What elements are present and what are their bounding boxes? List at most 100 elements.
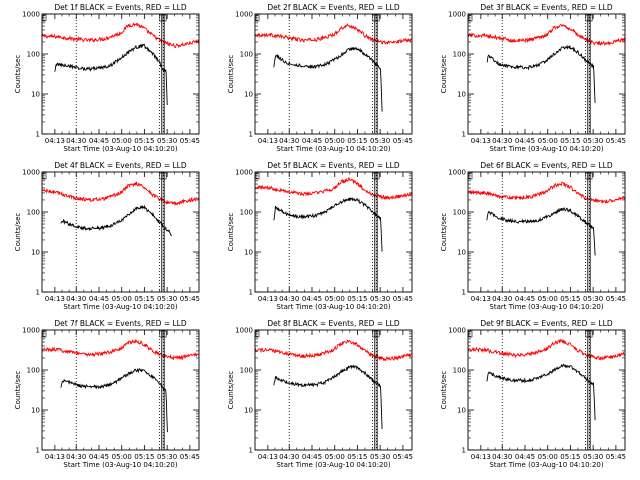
y-tick-label: 100 — [453, 51, 466, 59]
series-line-lld — [468, 23, 625, 46]
marker-flag — [587, 14, 593, 22]
x-tick-label: 04:30 — [66, 453, 86, 461]
x-tick-label: 04:45 — [89, 137, 109, 145]
x-tick-label: 04:45 — [302, 137, 322, 145]
marker-flag — [585, 14, 591, 22]
x-tick-label: 04:30 — [279, 295, 299, 303]
detector-panel-8: Det 8f BLACK = Events, RED = LLD 1 10 100 10… — [227, 319, 413, 469]
y-tick-label: 10 — [244, 249, 253, 257]
x-tick-label: 04:45 — [89, 295, 109, 303]
detector-panel-1: Det 1f BLACK = Events, RED = LLD 1 10 100 10… — [14, 3, 200, 153]
y-tick-label: 1 — [249, 131, 253, 139]
y-axis-label: Counts/sec — [440, 55, 448, 94]
marker-flag — [159, 172, 165, 180]
y-tick-label: 1000 — [235, 11, 253, 19]
y-tick-label: 1 — [36, 289, 40, 297]
x-tick-label: 05:45 — [180, 453, 200, 461]
x-axis-label: Start Time (03-Aug-10 04:10:20) — [63, 303, 177, 311]
marker-flag — [372, 330, 378, 338]
series-line-lld — [255, 23, 412, 45]
x-tick-label: 04:13 — [258, 295, 278, 303]
x-tick-label: 04:13 — [45, 137, 65, 145]
marker-flag — [372, 14, 378, 22]
x-tick-label: 05:45 — [393, 453, 413, 461]
y-tick-label: 1000 — [448, 11, 466, 19]
y-tick-label: 1 — [249, 289, 253, 297]
x-tick-label: 04:13 — [258, 453, 278, 461]
x-tick-label: 04:45 — [302, 295, 322, 303]
x-axis-label: Start Time (03-Aug-10 04:10:20) — [276, 461, 390, 469]
y-tick-label: 10 — [457, 407, 466, 415]
y-tick-label: 1000 — [448, 169, 466, 177]
series-line-events — [273, 197, 383, 252]
x-axis-label: Start Time (03-Aug-10 04:10:20) — [489, 303, 603, 311]
marker-flag — [159, 330, 165, 338]
marker-flag — [585, 172, 591, 180]
y-axis-label: Counts/sec — [440, 371, 448, 410]
x-axis-label: Start Time (03-Aug-10 04:10:20) — [63, 461, 177, 469]
plot-frame — [254, 329, 413, 451]
plot-frame — [41, 13, 200, 135]
y-axis-label: Counts/sec — [14, 213, 22, 252]
x-tick-label: 04:30 — [492, 295, 512, 303]
y-axis-label: Counts/sec — [227, 55, 235, 94]
y-tick-label: 100 — [27, 51, 40, 59]
x-tick-label: 05:30 — [370, 295, 390, 303]
marker-flag — [159, 14, 165, 22]
x-tick-label: 04:30 — [66, 137, 86, 145]
series-line-events — [273, 364, 383, 430]
x-tick-label: 05:00 — [112, 453, 132, 461]
panel-title: Det 3f BLACK = Events, RED = LLD — [480, 3, 613, 12]
x-tick-label: 04:13 — [258, 137, 278, 145]
x-tick-label: 05:30 — [157, 295, 177, 303]
y-tick-label: 10 — [457, 91, 466, 99]
x-tick-label: 05:15 — [560, 137, 580, 145]
y-tick-label: 1000 — [235, 327, 253, 335]
series-line-lld — [468, 181, 625, 204]
y-tick-label: 1 — [36, 131, 40, 139]
x-tick-label: 04:45 — [302, 453, 322, 461]
marker-flag — [161, 172, 167, 180]
marker-flag — [374, 14, 380, 22]
x-tick-label: 05:45 — [393, 137, 413, 145]
x-tick-label: 04:30 — [492, 137, 512, 145]
x-tick-label: 04:30 — [492, 453, 512, 461]
series-line-events — [486, 207, 596, 256]
x-tick-label: 04:13 — [471, 453, 491, 461]
y-axis-label: Counts/sec — [227, 371, 235, 410]
marker-flag — [587, 330, 593, 338]
y-tick-label: 100 — [240, 51, 253, 59]
x-tick-label: 05:15 — [347, 453, 367, 461]
y-tick-label: 1000 — [235, 169, 253, 177]
x-tick-label: 04:45 — [515, 137, 535, 145]
x-tick-label: 04:45 — [515, 295, 535, 303]
x-tick-label: 05:00 — [538, 453, 558, 461]
series-line-events — [486, 44, 596, 103]
marker-flag — [587, 172, 593, 180]
x-tick-label: 04:30 — [66, 295, 86, 303]
x-tick-label: 04:45 — [89, 453, 109, 461]
x-tick-label: 05:45 — [606, 137, 626, 145]
series-line-lld — [42, 181, 199, 207]
plot-frame — [41, 329, 200, 451]
y-axis-label: Counts/sec — [14, 55, 22, 94]
x-tick-label: 05:15 — [134, 453, 154, 461]
detector-panel-2: Det 2f BLACK = Events, RED = LLD 1 10 100 10… — [227, 3, 413, 153]
y-tick-label: 100 — [27, 367, 40, 375]
x-tick-label: 04:45 — [515, 453, 535, 461]
x-axis-label: Start Time (03-Aug-10 04:10:20) — [489, 145, 603, 153]
x-tick-label: 04:13 — [471, 137, 491, 145]
y-axis-label: Counts/sec — [227, 213, 235, 252]
y-tick-label: 10 — [457, 249, 466, 257]
x-tick-label: 05:00 — [112, 137, 132, 145]
y-tick-label: 1000 — [448, 327, 466, 335]
x-tick-label: 05:30 — [583, 453, 603, 461]
x-tick-label: 04:13 — [45, 453, 65, 461]
x-tick-label: 05:45 — [180, 295, 200, 303]
y-tick-label: 10 — [31, 91, 40, 99]
y-tick-label: 1000 — [22, 11, 40, 19]
y-axis-label: Counts/sec — [14, 371, 22, 410]
y-tick-label: 100 — [453, 367, 466, 375]
